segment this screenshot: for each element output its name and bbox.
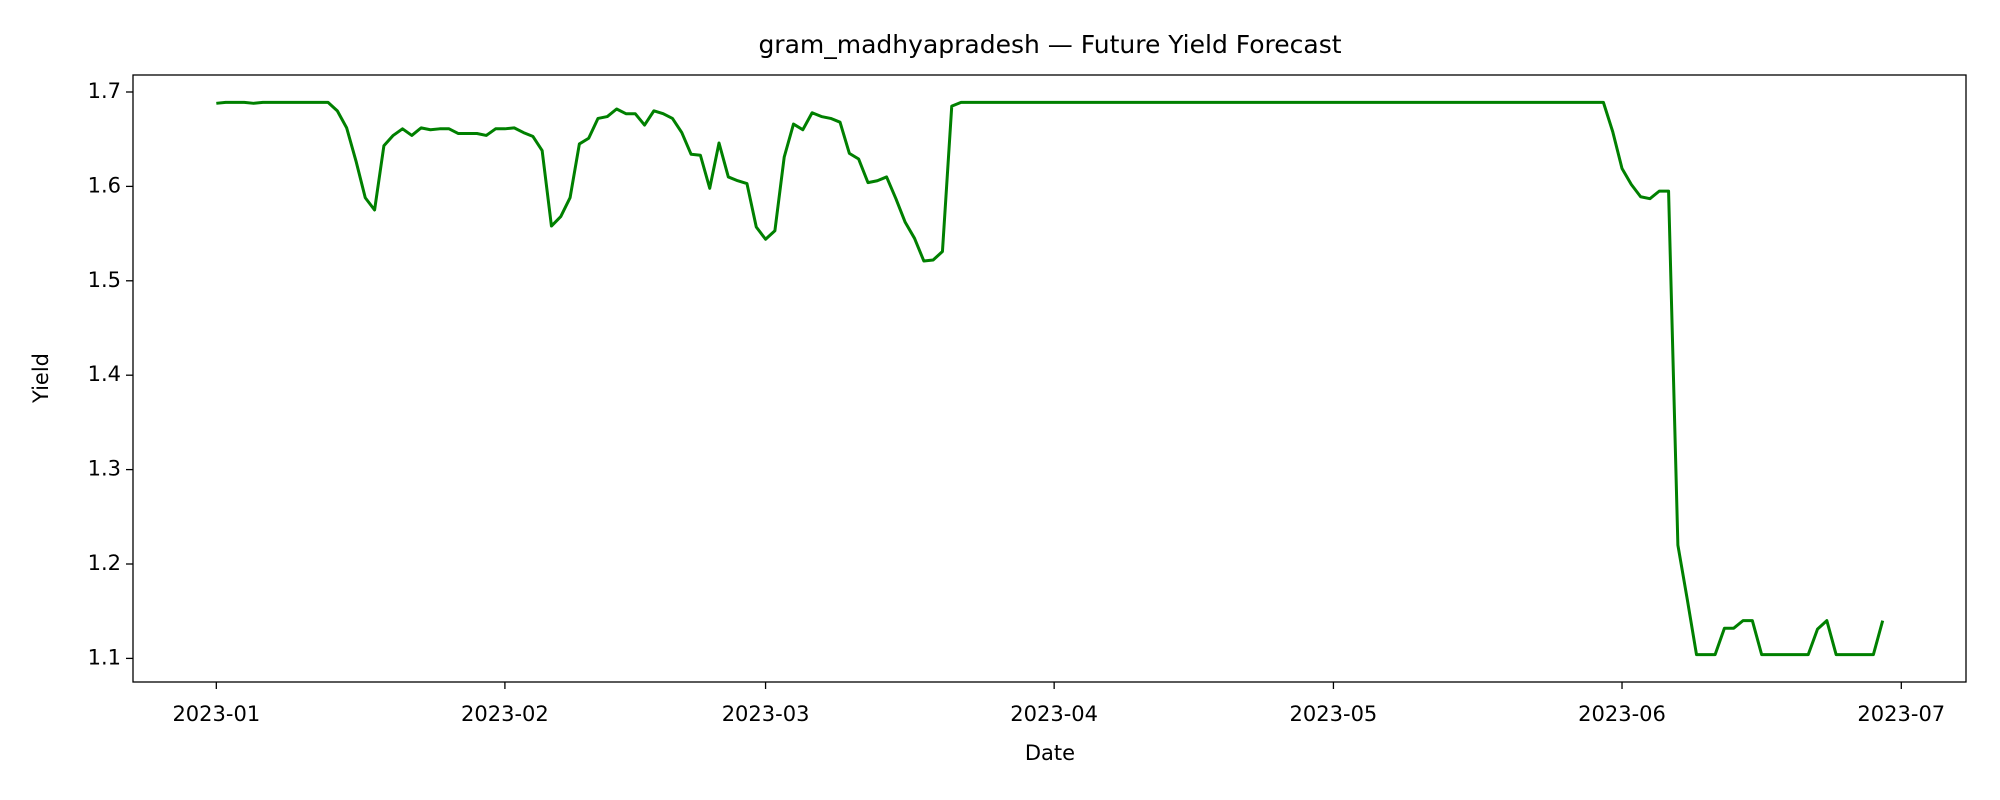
- y-tick-label: 1.4: [88, 362, 121, 386]
- x-tick-label: 2023-05: [1290, 702, 1378, 726]
- x-axis-label: Date: [1025, 741, 1075, 765]
- y-tick-label: 1.6: [88, 173, 121, 197]
- y-tick-label: 1.2: [88, 551, 121, 575]
- x-tick-label: 2023-06: [1578, 702, 1666, 726]
- y-axis-label: Yield: [29, 353, 53, 404]
- x-tick-label: 2023-04: [1010, 702, 1098, 726]
- y-tick-label: 1.3: [88, 457, 121, 481]
- x-tick-label: 2023-03: [722, 702, 810, 726]
- data-line: [216, 100, 1885, 657]
- y-tick-label: 1.1: [88, 645, 121, 669]
- x-tick-label: 2023-01: [172, 702, 260, 726]
- plot-frame: [132, 74, 1967, 683]
- chart-title: gram_madhyapradesh — Future Yield Foreca…: [758, 30, 1341, 59]
- y-tick-label: 1.5: [88, 268, 121, 292]
- x-tick-label: 2023-02: [461, 702, 549, 726]
- y-tick-label: 1.7: [88, 79, 121, 103]
- x-tick-label: 2023-07: [1857, 702, 1945, 726]
